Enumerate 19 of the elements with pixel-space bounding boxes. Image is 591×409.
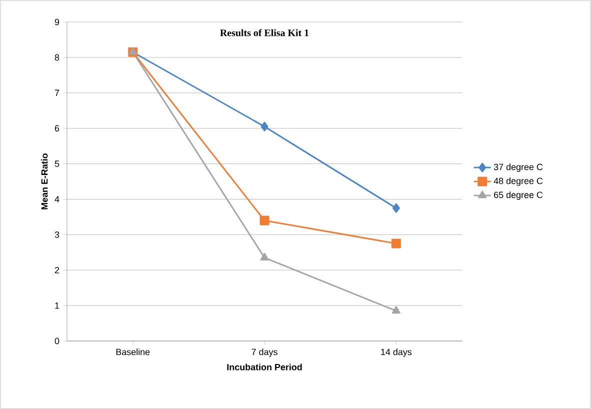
x-tick-label: 7 days	[252, 348, 278, 357]
text: Results of Elisa Kit 1	[220, 29, 309, 36]
legend-label: 37 degree C	[494, 164, 543, 172]
x-tick-label: Baseline	[116, 348, 150, 356]
y-tick-label: 6	[54, 125, 60, 132]
y-tick-label: 4	[54, 196, 60, 202]
y-tick-label: 7	[54, 90, 60, 96]
x-axis-title: Incubation Period	[227, 364, 302, 370]
y-tick-label: 0	[54, 338, 60, 344]
legend-label: 65 degree C	[494, 191, 543, 200]
x-tick-label: 14 days	[381, 348, 412, 357]
y-tick-label: 5	[54, 160, 60, 167]
y-tick-label: 9	[54, 18, 60, 26]
legend-label: 48 degree C	[494, 178, 543, 186]
y-tick-label: 3	[54, 231, 60, 238]
y-tick-label: 8	[54, 54, 60, 61]
y-axis-title: Mean E-Ratio	[41, 153, 48, 210]
y-tick-label: 2	[54, 266, 60, 274]
y-tick-label: 1	[55, 302, 60, 309]
